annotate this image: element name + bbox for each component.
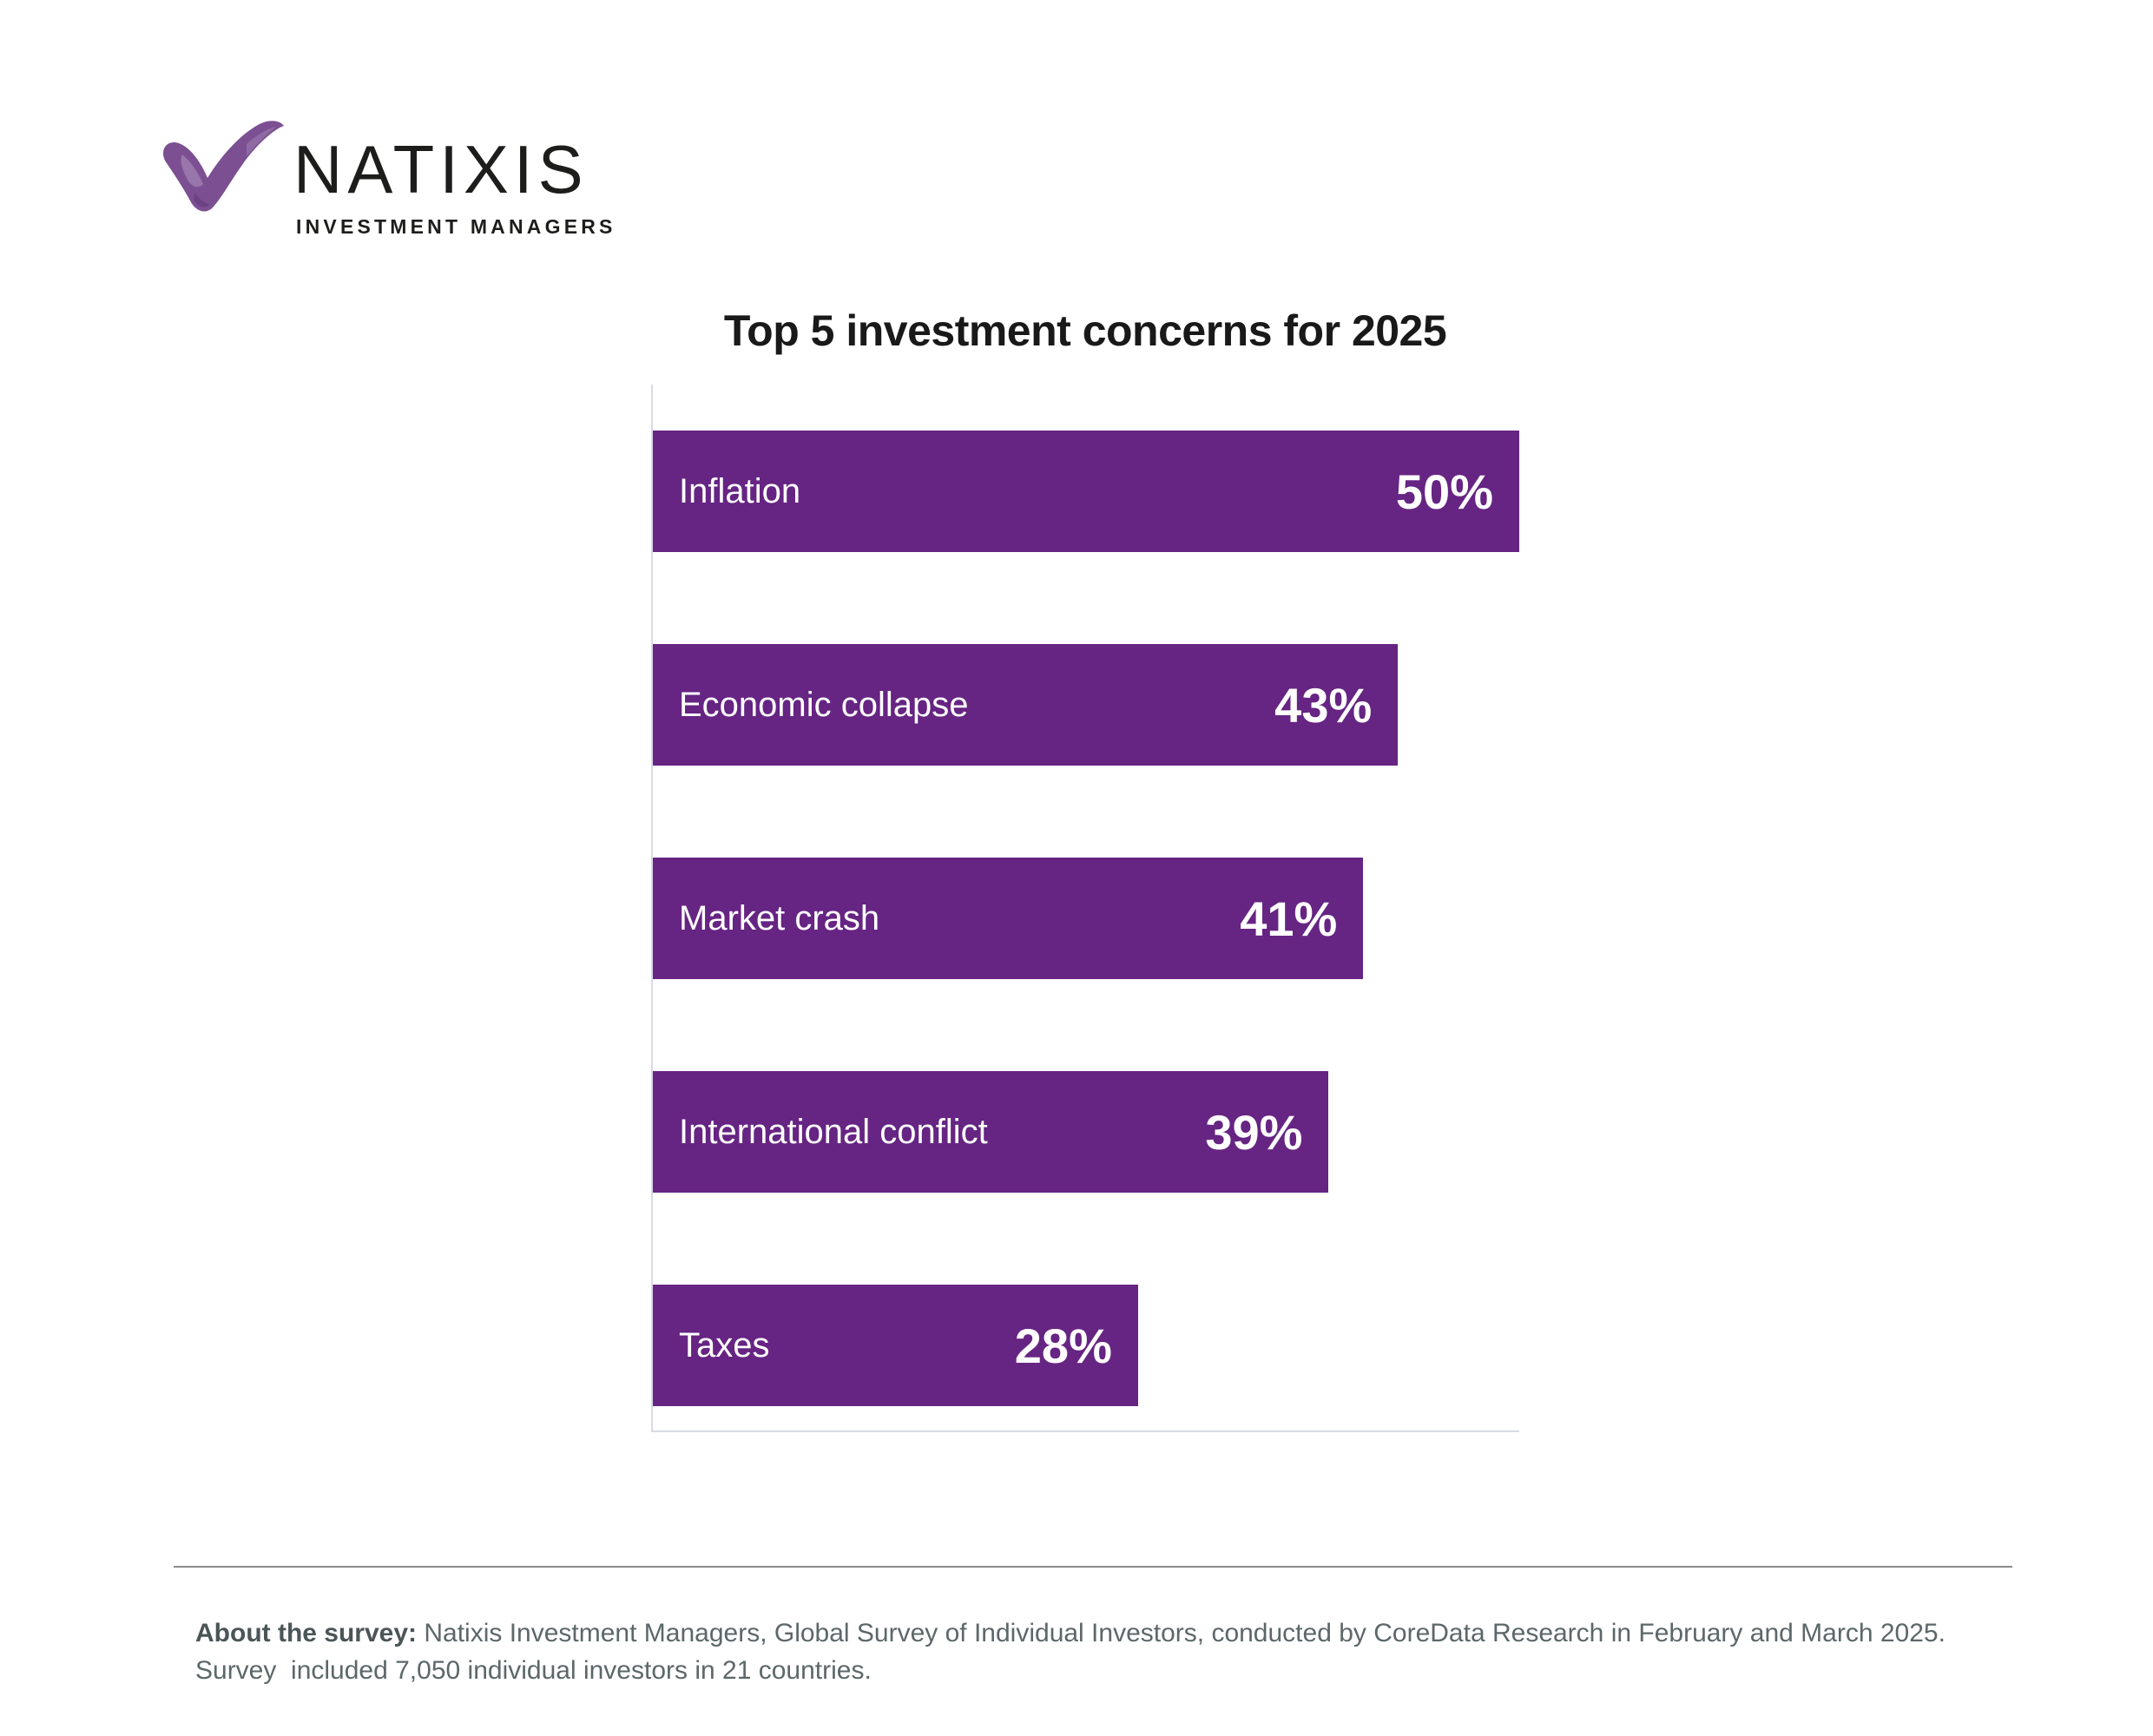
category-label: Inflation (679, 471, 801, 510)
bar-row: Market crash 41% (653, 858, 1519, 979)
footnote-line2: Survey included 7,050 individual investo… (195, 1656, 872, 1685)
value-label: 50% (1395, 464, 1493, 519)
category-label: International conflict (679, 1112, 988, 1151)
value-label: 39% (1205, 1104, 1303, 1160)
plot-area: Inflation 50% Economic collapse 43% Market c… (651, 385, 1519, 1432)
bar-row: Inflation 50% (653, 431, 1519, 552)
brand-division: INVESTMENT MANAGERS (296, 215, 616, 238)
bar-market-crash: Market crash 41% (653, 858, 1364, 979)
brand-name: NATIXIS (293, 131, 589, 207)
bar-inflation: Inflation 50% (653, 431, 1519, 552)
bar-taxes: Taxes 28% (653, 1285, 1138, 1406)
footnote-label: About the survey: (195, 1619, 418, 1647)
value-label: 28% (1014, 1318, 1112, 1373)
bar-row: Taxes 28% (653, 1285, 1519, 1406)
category-label: Taxes (679, 1325, 770, 1364)
footer-divider (174, 1566, 2012, 1568)
natixis-logo: NATIXIS INVESTMENT MANAGERS (156, 113, 612, 243)
chart-title: Top 5 investment concerns for 2025 (723, 306, 1447, 355)
value-label: 41% (1240, 891, 1338, 946)
bar-row: Economic collapse 43% (653, 644, 1519, 766)
bar-international-conflict: International conflict 39% (653, 1071, 1329, 1193)
bar-economic-collapse: Economic collapse 43% (653, 644, 1399, 766)
value-label: 43% (1274, 677, 1373, 733)
bar-row: International conflict 39% (653, 1071, 1519, 1193)
footnote-line1: Natixis Investment Managers, Global Surv… (417, 1619, 1946, 1647)
category-label: Economic collapse (679, 685, 969, 724)
footnote: About the survey: Natixis Investment Man… (195, 1614, 2062, 1689)
brushstroke-checkmark-icon (163, 121, 284, 212)
category-label: Market crash (679, 898, 880, 937)
